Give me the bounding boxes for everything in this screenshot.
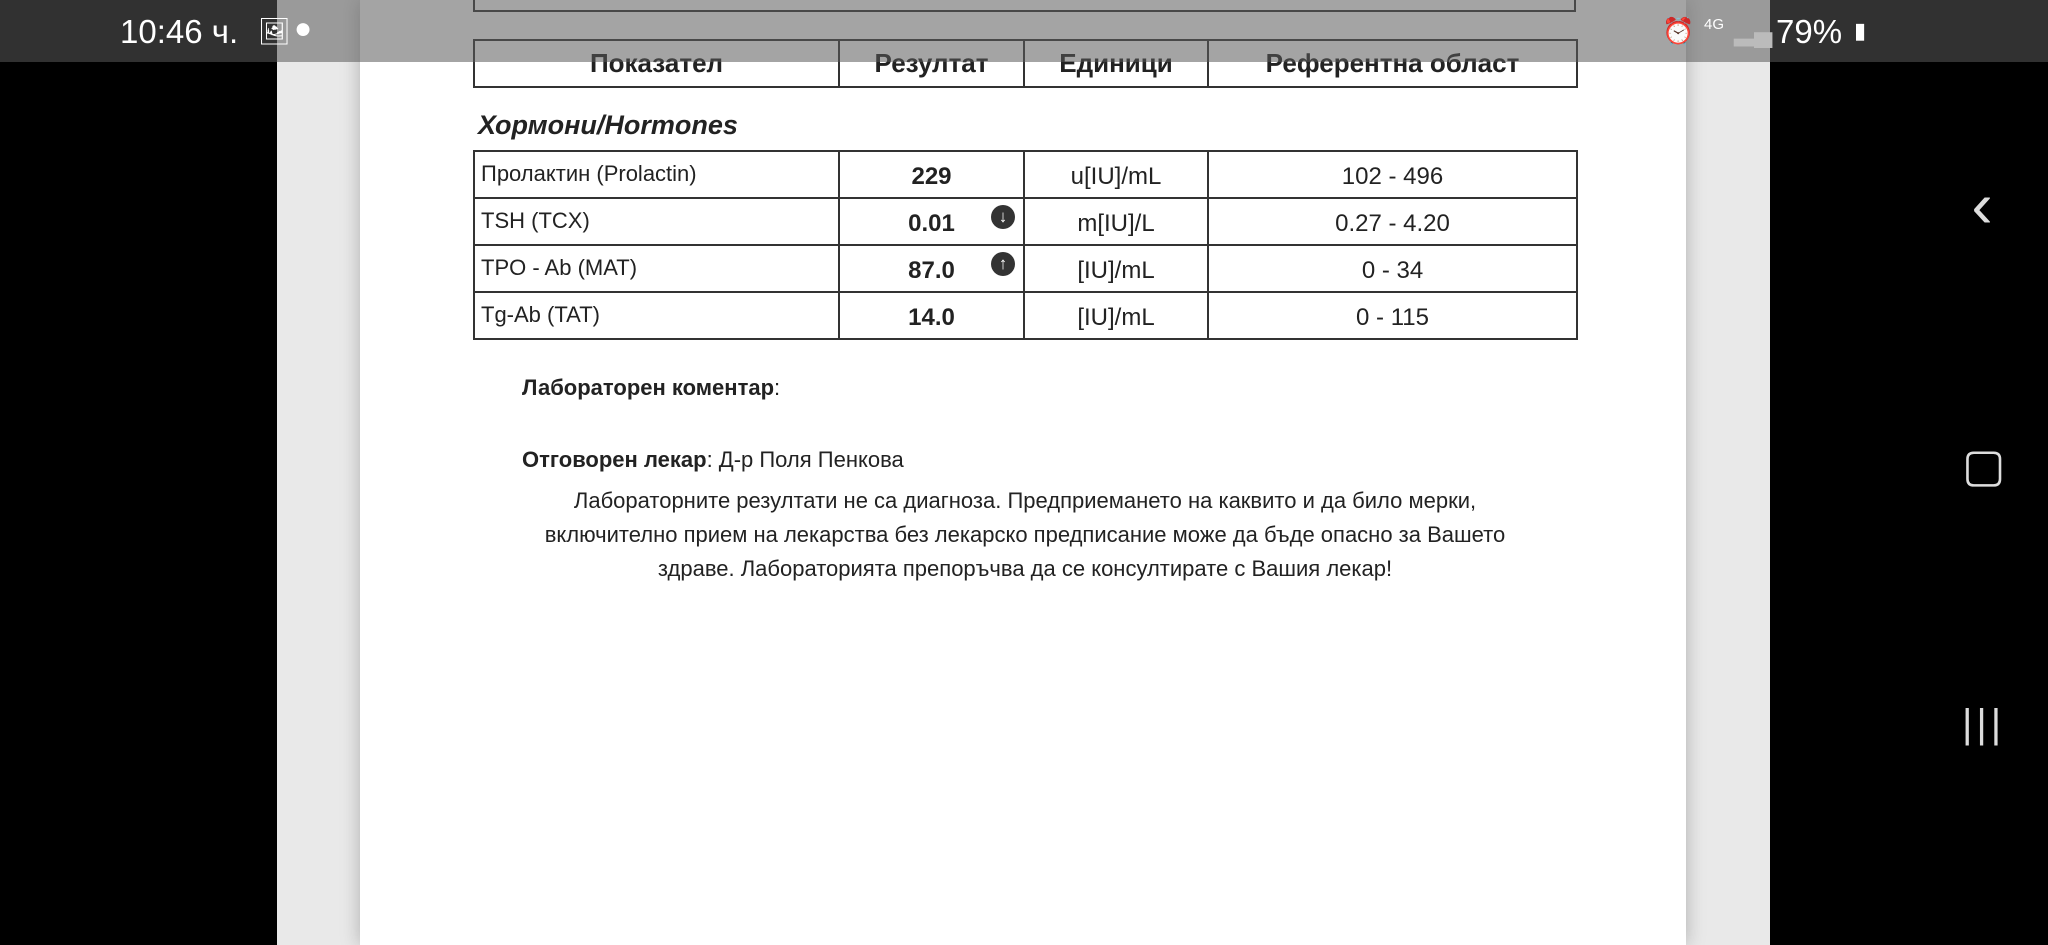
section-title: Хормони/Hormones [478, 110, 738, 140]
arrow-down-icon: ↓ [991, 205, 1015, 229]
disclaimer-line: Лабораторните резултати не са диагноза. … [573, 488, 1477, 513]
test-name: TPO - Ab (MAT) [473, 244, 840, 293]
app-icon: ● [294, 12, 313, 45]
result-value: 14.0 [908, 304, 955, 331]
test-result: 0.01 ↓ [838, 197, 1025, 246]
document-viewer[interactable] [277, 0, 1770, 945]
battery-icon: ▮ [1854, 18, 1867, 43]
test-result: 14.0 [838, 291, 1025, 340]
battery-level: 79% [1776, 13, 1843, 50]
arrow-up-icon: ↑ [991, 252, 1015, 276]
test-name: Tg-Ab (TAT) [473, 291, 840, 340]
table-row: Tg-Ab (TAT) 14.0 [IU]/mL 0 - 115 [473, 291, 1578, 340]
home-button[interactable]: ▢ [1962, 439, 2006, 491]
test-reference: 0.27 - 4.20 [1207, 197, 1578, 246]
test-name: TSH (TCX) [473, 197, 840, 246]
test-reference: 0 - 34 [1207, 244, 1578, 293]
comment-label: Лабораторен коментар [522, 375, 775, 400]
back-button[interactable]: ‹ [1971, 169, 1993, 241]
result-value: 0.01 [908, 210, 955, 237]
table-row: TSH (TCX) 0.01 ↓ m[IU]/L 0.27 - 4.20 [473, 197, 1578, 246]
test-unit: u[IU]/mL [1023, 150, 1209, 199]
alarm-icon: ⏰ [1662, 16, 1695, 46]
network-type: 4G [1704, 16, 1725, 33]
test-reference: 0 - 115 [1207, 291, 1578, 340]
test-unit: m[IU]/L [1023, 197, 1209, 246]
gallery-icon: 🖼 [258, 16, 292, 46]
disclaimer-line: включително прием на лекарства без лекар… [544, 522, 1506, 547]
result-value: 229 [911, 163, 952, 190]
disclaimer: Лабораторните резултати не са диагноза. … [480, 484, 1570, 586]
responsible-doctor: Отговорен лекар: Д-р Поля Пенкова [522, 447, 904, 472]
test-result: 229 [838, 150, 1025, 199]
doctor-name: Д-р Поля Пенкова [718, 447, 904, 472]
test-result: 87.0 ↑ [838, 244, 1025, 293]
test-reference: 102 - 496 [1207, 150, 1578, 199]
test-unit: [IU]/mL [1023, 291, 1209, 340]
lab-comment: Лабораторен коментар: [522, 375, 781, 400]
test-unit: [IU]/mL [1023, 244, 1209, 293]
test-name: Пролактин (Prolactin) [473, 150, 840, 199]
recents-button[interactable]: ||| [1962, 702, 2006, 746]
table-row: TPO - Ab (MAT) 87.0 ↑ [IU]/mL 0 - 34 [473, 244, 1578, 293]
disclaimer-line: здраве. Лабораторията препоръчва да се к… [657, 556, 1393, 581]
status-bar: 10:46 ч. 🖼 ● ⏰ 4G ▂▄ 79% ▮ [0, 0, 2048, 62]
clock: 10:46 ч. [120, 13, 239, 50]
signal-icon: ▂▄ [1734, 16, 1773, 46]
doctor-label: Отговорен лекар [522, 447, 707, 472]
table-row: Пролактин (Prolactin) 229 u[IU]/mL 102 -… [473, 150, 1578, 199]
result-value: 87.0 [908, 257, 955, 284]
results-table: Пролактин (Prolactin) 229 u[IU]/mL 102 -… [473, 150, 1578, 340]
